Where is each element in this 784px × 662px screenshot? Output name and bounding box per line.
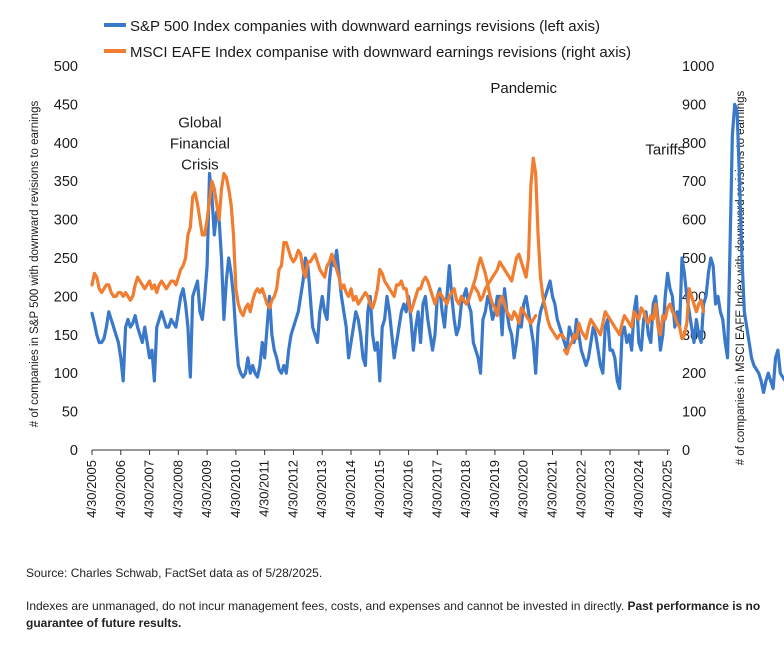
y-left-tick-label: 150 [54,328,78,344]
y-right-tick-label: 800 [682,136,706,152]
msci-eafe-series-line [90,171,538,325]
y-left-tick-label: 400 [54,136,78,152]
y-left-tick-label: 350 [54,174,78,190]
legend: S&P 500 Index companies with downward ea… [104,18,631,61]
source-note: Source: Charles Schwab, FactSet data as … [26,566,323,580]
x-tick-label: 4/30/2015 [372,460,387,518]
x-tick-label: 4/30/2008 [170,460,185,518]
x-tick-label: 4/30/2005 [84,460,99,518]
x-tick-label: 4/30/2007 [142,460,157,518]
x-tick-label: 4/30/2012 [285,460,300,518]
x-tick-label: 4/30/2009 [199,460,214,518]
earnings-revisions-chart: S&P 500 Index companies with downward ea… [29,18,784,518]
y-right-tick-label: 200 [682,366,706,382]
y-right-tick-label: 600 [682,213,706,229]
x-tick-label: 4/30/2016 [401,460,416,518]
annotation-label: Pandemic [490,80,557,97]
y-right-tick-label: 1000 [682,59,714,75]
x-tick-label: 4/30/2021 [544,460,559,518]
series-lines [90,102,784,394]
y-right-tick-label: 0 [682,443,690,459]
y-right-axis-title: # of companies in MSCI EAFE Index with d… [735,90,747,465]
x-tick-label: 4/30/2010 [228,460,243,518]
disclaimer: Indexes are unmanaged, do not incur mana… [26,598,766,632]
disclaimer-bold: Past performance is no guarantee of futu… [26,599,761,630]
x-tick-label: 4/30/2025 [660,460,675,518]
y-left-tick-label: 200 [54,289,78,305]
y-left-tick-label: 450 [54,97,78,113]
x-tick-label: 4/30/2022 [573,460,588,518]
axes: 0501001502002503003504004505000100200300… [29,59,747,518]
x-tick-label: 4/30/2013 [314,460,329,518]
annotation-label: Crisis [181,156,219,173]
annotation-label: Financial [170,135,230,152]
legend-label: MSCI EAFE Index companise with downward … [130,44,631,61]
y-left-tick-label: 500 [54,59,78,75]
x-tick-label: 4/30/2011 [257,460,272,517]
y-right-tick-label: 700 [682,174,706,190]
x-tick-label: 4/30/2017 [429,460,444,518]
y-left-tick-label: 100 [54,366,78,382]
x-tick-label: 4/30/2006 [113,460,128,518]
msci-eafe-series-line [471,156,567,341]
y-left-tick-label: 50 [62,405,78,421]
y-right-tick-label: 500 [682,251,706,267]
y-left-tick-label: 0 [70,443,78,459]
annotations: Global Financial Crisis Pandemic Tariffs [170,80,685,174]
y-right-tick-label: 900 [682,97,706,113]
y-left-axis-title: # of companies in S&P 500 with downward … [29,101,41,428]
y-left-tick-label: 250 [54,251,78,267]
x-tick-label: 4/30/2014 [343,460,358,518]
msci-eafe-series-line [562,287,706,356]
y-left-tick-label: 300 [54,213,78,229]
x-tick-label: 4/30/2023 [602,460,617,518]
legend-label: S&P 500 Index companies with downward ea… [130,18,600,35]
x-tick-label: 4/30/2019 [487,460,502,518]
x-tick-label: 4/30/2024 [631,460,646,518]
y-right-tick-label: 100 [682,405,706,421]
disclaimer-text: Indexes are unmanaged, do not incur mana… [26,599,628,613]
x-tick-label: 4/30/2020 [516,460,531,518]
x-tick-label: 4/30/2018 [458,460,473,518]
annotation-label: Tariffs [645,141,685,158]
annotation-label: Global [178,114,221,131]
